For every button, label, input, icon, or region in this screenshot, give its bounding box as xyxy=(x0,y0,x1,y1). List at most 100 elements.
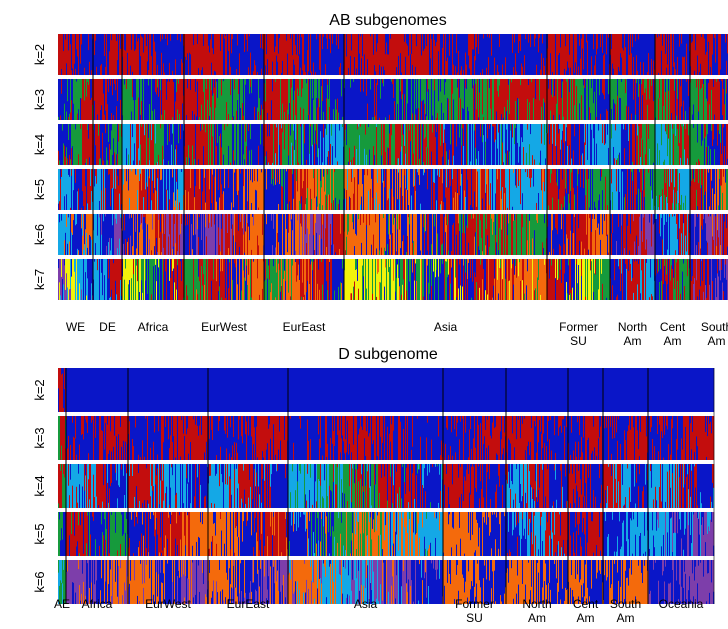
ancestry-bar xyxy=(254,79,256,120)
ancestry-bar xyxy=(384,169,386,210)
ancestry-bar xyxy=(724,34,726,75)
ancestry-segment xyxy=(198,237,200,255)
ancestry-segment xyxy=(675,69,677,75)
ancestry-bar xyxy=(118,214,120,255)
ancestry-bar xyxy=(220,34,222,75)
ancestry-bar xyxy=(136,124,138,165)
ancestry-bar xyxy=(676,169,678,210)
ancestry-segment xyxy=(544,169,546,192)
ancestry-segment xyxy=(351,34,353,51)
ancestry-bar xyxy=(166,214,168,255)
ancestry-bar xyxy=(233,124,235,165)
ancestry-bar xyxy=(83,214,85,255)
ancestry-segment xyxy=(245,124,247,142)
ancestry-bar xyxy=(288,169,290,210)
ancestry-bar xyxy=(130,124,132,165)
ancestry-segment xyxy=(217,142,219,165)
ancestry-segment xyxy=(649,79,651,100)
ancestry-bar xyxy=(240,79,242,120)
ancestry-segment xyxy=(356,68,358,75)
ancestry-segment xyxy=(398,158,400,165)
ancestry-bar xyxy=(242,169,244,210)
ancestry-bar xyxy=(347,79,349,120)
ancestry-bar xyxy=(230,79,232,120)
ancestry-bar xyxy=(580,124,582,165)
ancestry-bar xyxy=(415,79,417,120)
ancestry-bar xyxy=(411,124,413,165)
ancestry-segment xyxy=(137,34,139,42)
ancestry-bar xyxy=(180,169,182,210)
ancestry-bar xyxy=(312,34,314,75)
ancestry-bar xyxy=(614,124,616,165)
ancestry-bar xyxy=(233,79,235,120)
ancestry-segment xyxy=(615,104,617,120)
ancestry-bar xyxy=(395,34,397,75)
ancestry-segment xyxy=(175,243,177,255)
ancestry-segment xyxy=(438,34,440,52)
ancestry-bar xyxy=(514,34,516,75)
ancestry-segment xyxy=(349,196,351,210)
ancestry-segment xyxy=(84,67,86,75)
ancestry-segment xyxy=(688,79,690,96)
ancestry-segment xyxy=(437,169,439,176)
ancestry-segment xyxy=(534,34,536,47)
ancestry-bar xyxy=(70,124,72,165)
ancestry-bar xyxy=(492,124,494,165)
ancestry-bar xyxy=(491,124,493,165)
ancestry-bar xyxy=(124,124,126,165)
ancestry-bar xyxy=(315,34,317,75)
ancestry-segment xyxy=(680,79,682,87)
ancestry-bar xyxy=(276,79,278,120)
ancestry-bar xyxy=(147,34,149,75)
ancestry-bar xyxy=(597,169,599,210)
ancestry-segment xyxy=(345,124,347,130)
ancestry-bar xyxy=(637,124,639,165)
ancestry-segment xyxy=(353,157,355,165)
ancestry-segment xyxy=(616,169,618,192)
ancestry-segment xyxy=(644,79,646,93)
ancestry-bar xyxy=(97,169,99,210)
ancestry-segment xyxy=(619,71,621,75)
ancestry-bar xyxy=(217,34,219,75)
ancestry-bar xyxy=(534,169,536,210)
ancestry-bar xyxy=(99,34,101,75)
ancestry-bar xyxy=(146,79,148,120)
ancestry-bar xyxy=(153,34,155,75)
ancestry-segment xyxy=(388,148,390,165)
ancestry-segment xyxy=(279,169,281,185)
ancestry-segment xyxy=(619,191,621,210)
ancestry-bar xyxy=(60,124,62,165)
ancestry-segment xyxy=(69,241,71,255)
ancestry-bar xyxy=(179,169,181,210)
ancestry-bar xyxy=(88,214,90,255)
ancestry-bar xyxy=(278,34,280,75)
ancestry-segment xyxy=(125,34,127,51)
ancestry-bar xyxy=(342,124,344,165)
region-block xyxy=(690,124,728,165)
ancestry-segment xyxy=(94,169,96,187)
ancestry-bar xyxy=(529,79,531,120)
ancestry-bar xyxy=(488,124,490,165)
ancestry-bar xyxy=(327,34,329,75)
ancestry-bar xyxy=(476,79,478,120)
ancestry-bar xyxy=(619,34,621,75)
ancestry-bar xyxy=(90,169,92,210)
ancestry-bar xyxy=(437,169,439,210)
ancestry-segment xyxy=(431,151,433,165)
ancestry-bar xyxy=(302,124,304,165)
ancestry-bar xyxy=(490,124,492,165)
ancestry-bar xyxy=(385,34,387,75)
ancestry-segment xyxy=(553,115,555,120)
ancestry-segment xyxy=(89,61,91,75)
ancestry-bar xyxy=(222,124,224,165)
ancestry-bar xyxy=(67,124,69,165)
ancestry-bar xyxy=(123,214,125,255)
ancestry-segment xyxy=(238,190,240,210)
ancestry-bar xyxy=(498,34,500,75)
ancestry-bar xyxy=(186,214,188,255)
ancestry-segment xyxy=(436,34,438,43)
ancestry-bar xyxy=(556,79,558,120)
ancestry-segment xyxy=(357,124,359,130)
ancestry-bar xyxy=(353,124,355,165)
ancestry-segment xyxy=(178,79,180,84)
